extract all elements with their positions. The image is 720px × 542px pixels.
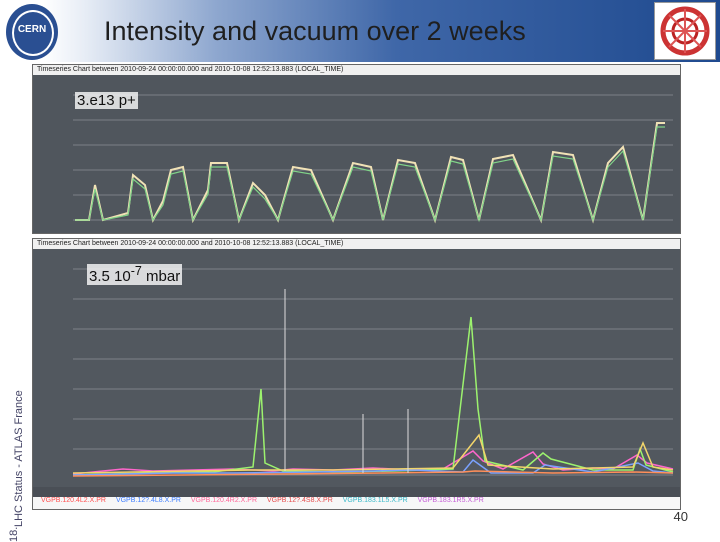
cern-logo-text: CERN <box>17 24 47 35</box>
legend-item-2: VGPB.12?.4L8.X.PR <box>115 497 181 504</box>
cern-logo: CERN <box>6 4 58 60</box>
logo-ring <box>12 10 54 56</box>
legend-item-6: VGPB.183.1R5.X.PR <box>417 497 484 504</box>
legend-item-3: VGPB.120.4R2.X.PR <box>190 497 258 504</box>
atlas-logo-graphic <box>660 6 710 56</box>
intensity-annotation: 3.e13 p+ <box>75 92 138 109</box>
vacuum-value: 3.5 10 <box>89 268 131 285</box>
atlas-logo <box>654 2 716 60</box>
intensity-chart-plot <box>33 75 680 233</box>
page-number: 40 <box>673 509 688 524</box>
date-label: 18. <box>8 526 20 542</box>
vacuum-unit: mbar <box>146 268 181 285</box>
vacuum-exponent: -7 <box>130 264 142 278</box>
intensity-chart-title: Timeseries Chart between 2010-09-24 00:0… <box>33 65 680 75</box>
vacuum-legend: VGPB.120.4L2.X.PR VGPB.12?.4L8.X.PR VGPB… <box>33 497 680 509</box>
vacuum-chart-plot <box>33 249 680 487</box>
vacuum-chart-title: Timeseries Chart between 2010-09-24 00:0… <box>33 239 680 249</box>
legend-item-1: VGPB.120.4L2.X.PR <box>41 497 106 504</box>
legend-item-5: VGPB.183.1L5.X.PR <box>342 497 408 504</box>
slide-header: CERN Intensity and vacuum over 2 weeks <box>0 0 720 62</box>
vacuum-annotation: 3.5 10-7 mbar <box>87 264 183 285</box>
intensity-chart: Timeseries Chart between 2010-09-24 00:0… <box>32 64 681 234</box>
legend-item-4: VGPB.12?.4S8.X.PR <box>266 497 333 504</box>
vacuum-chart: Timeseries Chart between 2010-09-24 00:0… <box>32 238 681 510</box>
slide-title: Intensity and vacuum over 2 weeks <box>104 16 526 46</box>
